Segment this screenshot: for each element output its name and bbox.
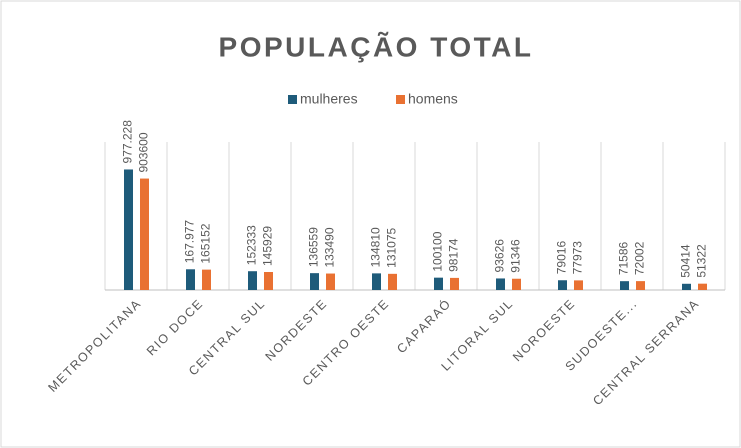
legend-label: mulheres xyxy=(300,91,358,107)
bar xyxy=(698,283,707,290)
data-label: 136559 xyxy=(307,227,321,267)
bar xyxy=(124,169,133,290)
bar xyxy=(512,278,521,290)
bar xyxy=(636,281,645,290)
bar xyxy=(372,273,381,290)
bar xyxy=(202,269,211,290)
bar xyxy=(388,273,397,290)
data-label: 71586 xyxy=(617,241,631,275)
data-label: 133490 xyxy=(323,227,337,267)
data-label: 131075 xyxy=(385,227,399,267)
legend-swatch xyxy=(288,95,297,104)
data-label: 167.977 xyxy=(183,220,197,264)
data-label: 79016 xyxy=(555,241,569,275)
data-label: 145929 xyxy=(261,226,275,266)
data-label: 91346 xyxy=(509,239,523,273)
bar xyxy=(310,273,319,290)
bar xyxy=(558,280,567,290)
bar xyxy=(326,273,335,290)
data-label: 134810 xyxy=(369,227,383,267)
data-label: 50414 xyxy=(679,244,693,278)
bar xyxy=(434,277,443,290)
bar xyxy=(248,271,257,290)
data-label: 51322 xyxy=(695,244,709,278)
bar xyxy=(682,283,691,290)
data-label: 165152 xyxy=(199,223,213,263)
data-label: 93626 xyxy=(493,239,507,273)
data-label: 152333 xyxy=(245,225,259,265)
data-label: 77973 xyxy=(571,241,585,275)
data-label: 72002 xyxy=(633,241,647,275)
data-label: 903600 xyxy=(137,132,151,172)
bar xyxy=(264,272,273,290)
data-label: 100100 xyxy=(431,231,445,271)
bar xyxy=(620,281,629,290)
data-label: 977.228 xyxy=(121,120,135,164)
chart-title: POPULAÇÃO TOTAL xyxy=(219,31,534,62)
legend-label: homens xyxy=(408,91,458,107)
bar xyxy=(450,277,459,290)
bar xyxy=(186,269,195,290)
bar xyxy=(496,278,505,290)
bar xyxy=(574,280,583,290)
data-label: 98174 xyxy=(447,238,461,272)
legend-swatch xyxy=(396,95,405,104)
bar xyxy=(140,178,149,290)
